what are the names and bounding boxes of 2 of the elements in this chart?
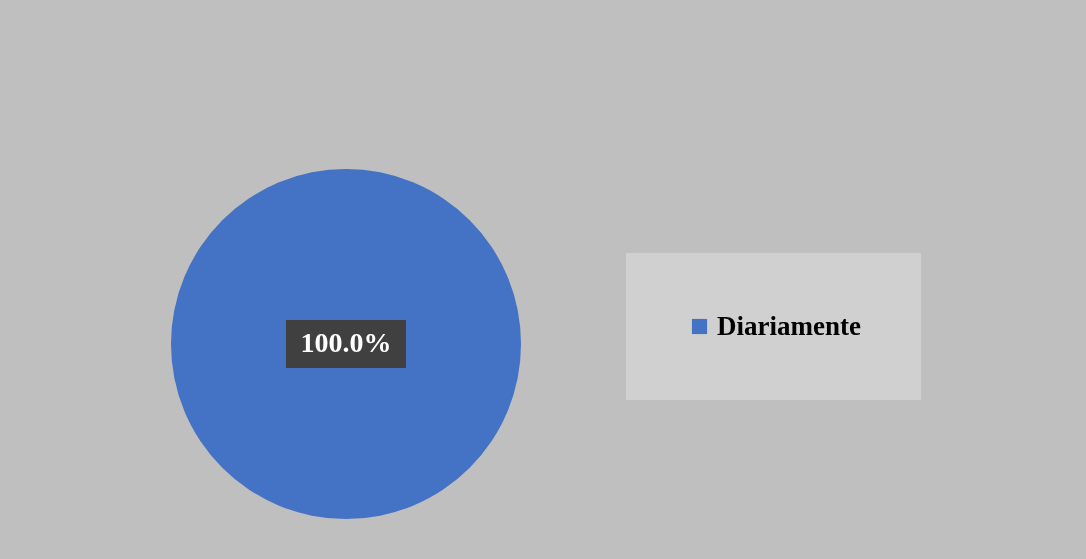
data-label: 100.0% [300, 327, 392, 358]
legend-label: Diariamente [717, 310, 861, 341]
